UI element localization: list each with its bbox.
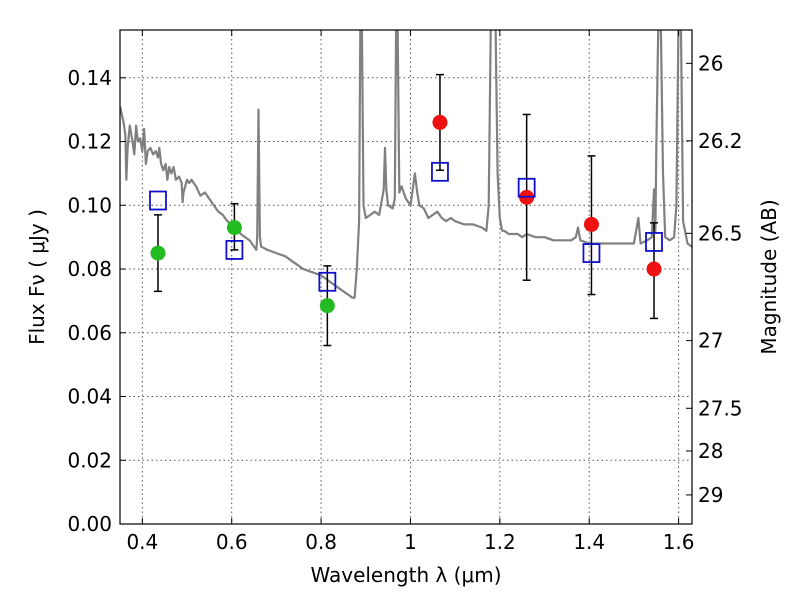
model-square-marker (431, 161, 449, 182)
y2-tick-label: 26.5 (698, 221, 743, 245)
x-tick-label: 0.8 (305, 530, 337, 554)
y-tick-label: 0.10 (67, 193, 112, 217)
y2-tick-label: 29 (698, 483, 723, 507)
y-tick-label: 0.06 (67, 321, 112, 345)
y-axis-title: Flux Fν ( μJy ) (25, 209, 49, 345)
y-tick-label: 0.00 (67, 512, 112, 536)
model-square-marker (225, 240, 244, 260)
model-square-marker (318, 271, 337, 292)
plot-frame (119, 29, 693, 525)
x-tick-label: 0.4 (126, 530, 158, 554)
data-point-optical (226, 220, 242, 236)
model-square-marker (645, 232, 663, 252)
model-spectrum-layer (120, 30, 692, 299)
model-square-marker (582, 243, 601, 263)
y-tick-label: 0.02 (67, 448, 112, 472)
model-square-marker (149, 190, 167, 211)
y-tick-label: 0.12 (67, 130, 112, 154)
axis-ticks: 0.4 0.6 0.8 1 1.2 1.4 1.6 0.00 0.02 0.04 0.06 0.08 0… (67, 30, 743, 554)
x-tick-label: 1.2 (484, 530, 516, 554)
model-spectrum-line (120, 30, 692, 299)
data-points-layer (149, 73, 663, 347)
data-point-nir (432, 114, 448, 130)
grid (120, 30, 692, 524)
data-point-optical (319, 298, 335, 314)
data-point-optical (150, 245, 166, 261)
x-tick-label: 1.4 (573, 530, 605, 554)
y2-tick-label: 27 (698, 329, 723, 353)
x-axis-title: Wavelength λ (μm) (310, 563, 501, 587)
y2-tick-label: 26.2 (698, 129, 743, 153)
y2-tick-label: 27.5 (698, 396, 743, 420)
x-tick-label: 1 (404, 530, 417, 554)
y2-axis-title: Magnitude (AB) (757, 199, 781, 354)
data-point-nir (646, 261, 662, 277)
y-tick-label: 0.04 (67, 385, 112, 409)
y2-tick-label: 28 (698, 439, 723, 463)
model-square-marker (517, 177, 536, 198)
y2-tick-label: 26 (698, 51, 723, 75)
x-tick-label: 0.6 (216, 530, 248, 554)
data-point-nir (583, 216, 599, 232)
y-tick-label: 0.08 (67, 257, 112, 281)
x-tick-label: 1.6 (663, 530, 695, 554)
y-tick-label: 0.14 (67, 66, 112, 90)
